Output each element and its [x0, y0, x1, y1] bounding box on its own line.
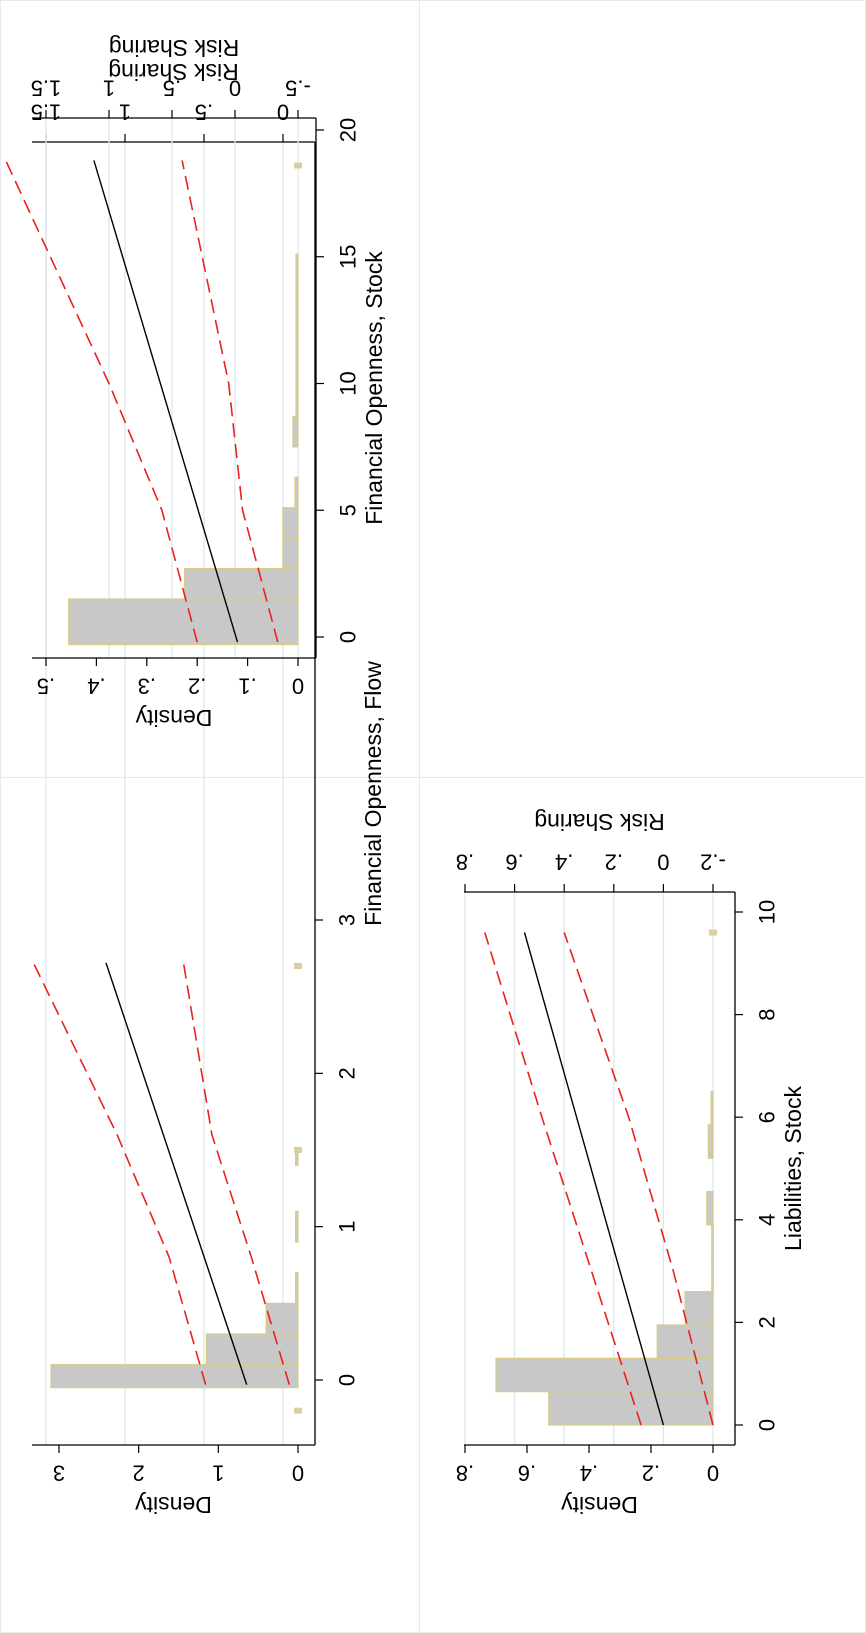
liabilities-x-tick-label: 8 [755, 1008, 780, 1020]
stock-histogram-bar [295, 324, 299, 357]
flow-x-axis-title: Financial Openness, Flow [360, 661, 386, 926]
liabilities-x-tick-label: 6 [755, 1111, 780, 1123]
stock-histogram-bar [68, 598, 299, 646]
liabilities-risk-tick-label: .6 [505, 850, 523, 875]
liabilities-risk-tick-label: 0 [657, 850, 669, 875]
stock-histogram-bar [292, 415, 299, 448]
flow-histogram-bar [50, 1364, 299, 1389]
stock-x-tick-label: 0 [336, 631, 361, 643]
liabilities-x-tick-label: 10 [755, 900, 780, 924]
stock-histogram-bar [295, 294, 299, 326]
liabilities-risk-tick-label: .2 [605, 850, 623, 875]
flow-ci-upper-line [32, 962, 207, 1385]
stock-risk-tick-label: .5 [163, 76, 181, 101]
liabilities-histogram-bar [684, 1291, 714, 1326]
liabilities-histogram-bar [711, 1224, 714, 1259]
liabilities-histogram-bar [548, 1391, 714, 1426]
liabilities-density-tick-label: 0 [707, 1461, 719, 1486]
stock-ci-lower-line [181, 160, 279, 643]
liabilities-density-tick-label: .4 [580, 1461, 598, 1486]
stock-histogram-bar [295, 253, 299, 296]
liabilities-histogram-bar [706, 1190, 714, 1226]
flow-density-tick-label: 0 [292, 1461, 304, 1486]
liabilities-histogram-bar [495, 1357, 714, 1393]
stock-histogram-bar [282, 537, 299, 570]
liabilities-x-axis-title: Liabilities, Stock [780, 1086, 806, 1251]
liabilities-risk-axis-title: Risk Sharing [534, 809, 664, 835]
liabilities-risk-tick-label: -.2 [700, 850, 726, 875]
stock-histogram-bar [295, 385, 299, 418]
stock-risk-tick-label: 1 [103, 76, 115, 101]
stock-density-tick-label: .2 [188, 674, 206, 699]
flow-histogram-bar [205, 1333, 299, 1366]
flow-histogram-bar [265, 1302, 299, 1335]
stock-fit-line [93, 160, 239, 643]
flow-density-tick-label: 3 [53, 1461, 65, 1486]
liabilities-density-tick-label: .6 [518, 1461, 536, 1486]
flow-risk-tick-label: 1 [119, 100, 131, 125]
flow-x-tick-label: 3 [335, 914, 360, 926]
liabilities-histogram-bar [656, 1324, 714, 1359]
stock-histogram-bar [184, 567, 299, 600]
stock-x-axis-title: Financial Openness, Stock [361, 251, 387, 525]
stock-ci-upper-line [4, 160, 198, 643]
stock-histogram-bar [282, 507, 299, 539]
flow-density-tick-label: 2 [133, 1461, 145, 1486]
stock-risk-axis-title: Risk Sharing [109, 35, 239, 61]
flow-rug-mark [294, 963, 302, 969]
flow-fit-line [105, 962, 248, 1385]
liabilities-density-tick-label: .2 [642, 1461, 660, 1486]
stock-x-tick-label: 5 [336, 504, 361, 516]
liabilities-histogram-bar [710, 1090, 714, 1126]
liabilities-density-axis-title: Density [561, 1492, 638, 1518]
liabilities-ci-lower-line [563, 932, 714, 1426]
stock-risk-tick-label: 1.5 [31, 76, 62, 101]
flow-density-tick-label: 1 [212, 1461, 224, 1486]
liabilities-risk-tick-label: .8 [456, 850, 474, 875]
flow-ci-lower-line [182, 962, 291, 1385]
stock-risk-tick-label: -.5 [285, 76, 311, 101]
liabilities-histogram-bar [711, 1257, 714, 1293]
flow-histogram-bar [295, 1272, 299, 1304]
stock-density-tick-label: .3 [138, 674, 156, 699]
flow-histogram-bar [295, 1210, 299, 1243]
liabilities-density-tick-label: .8 [456, 1461, 474, 1486]
liabilities-x-tick-label: 4 [755, 1214, 780, 1226]
liabilities-risk-tick-label: .4 [555, 850, 573, 875]
stock-density-tick-label: .4 [87, 674, 105, 699]
flow-x-tick-label: 0 [335, 1374, 360, 1386]
stock-risk-tick-label: 0 [229, 76, 241, 101]
flow-rug-mark [294, 1407, 302, 1414]
flow-risk-tick-label: 0 [277, 100, 289, 125]
liabilities-x-tick-label: 0 [755, 1419, 780, 1431]
stock-histogram-bar [294, 476, 299, 509]
flow-risk-tick-label: .5 [195, 100, 213, 125]
liabilities-fit-line [523, 932, 665, 1426]
stock-histogram-bar [295, 355, 299, 387]
liabilities-ci-upper-line [484, 932, 642, 1426]
stock-density-tick-label: 0 [292, 674, 304, 699]
liabilities-rug-mark [709, 929, 717, 936]
flow-x-tick-label: 2 [335, 1067, 360, 1079]
flow-rug-mark [294, 1147, 302, 1153]
stock-x-tick-label: 10 [336, 371, 361, 395]
stock-rug-mark [294, 162, 302, 169]
flow-risk-axis-title: Risk Sharing [108, 59, 238, 85]
stock-x-tick-label: 20 [336, 118, 361, 142]
stock-density-axis-title: Density [135, 705, 212, 731]
stock-x-tick-label: 15 [336, 245, 361, 269]
flow-x-tick-label: 1 [335, 1221, 360, 1233]
liabilities-x-tick-label: 2 [755, 1316, 780, 1328]
stock-density-tick-label: .5 [37, 674, 55, 699]
liabilities-histogram-bar [707, 1124, 714, 1159]
flow-density-axis-title: Density [135, 1492, 212, 1518]
stock-density-tick-label: .1 [238, 674, 256, 699]
